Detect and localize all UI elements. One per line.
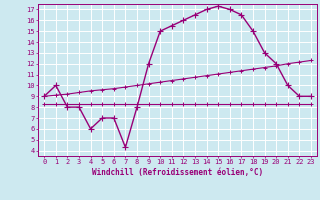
X-axis label: Windchill (Refroidissement éolien,°C): Windchill (Refroidissement éolien,°C) <box>92 168 263 177</box>
